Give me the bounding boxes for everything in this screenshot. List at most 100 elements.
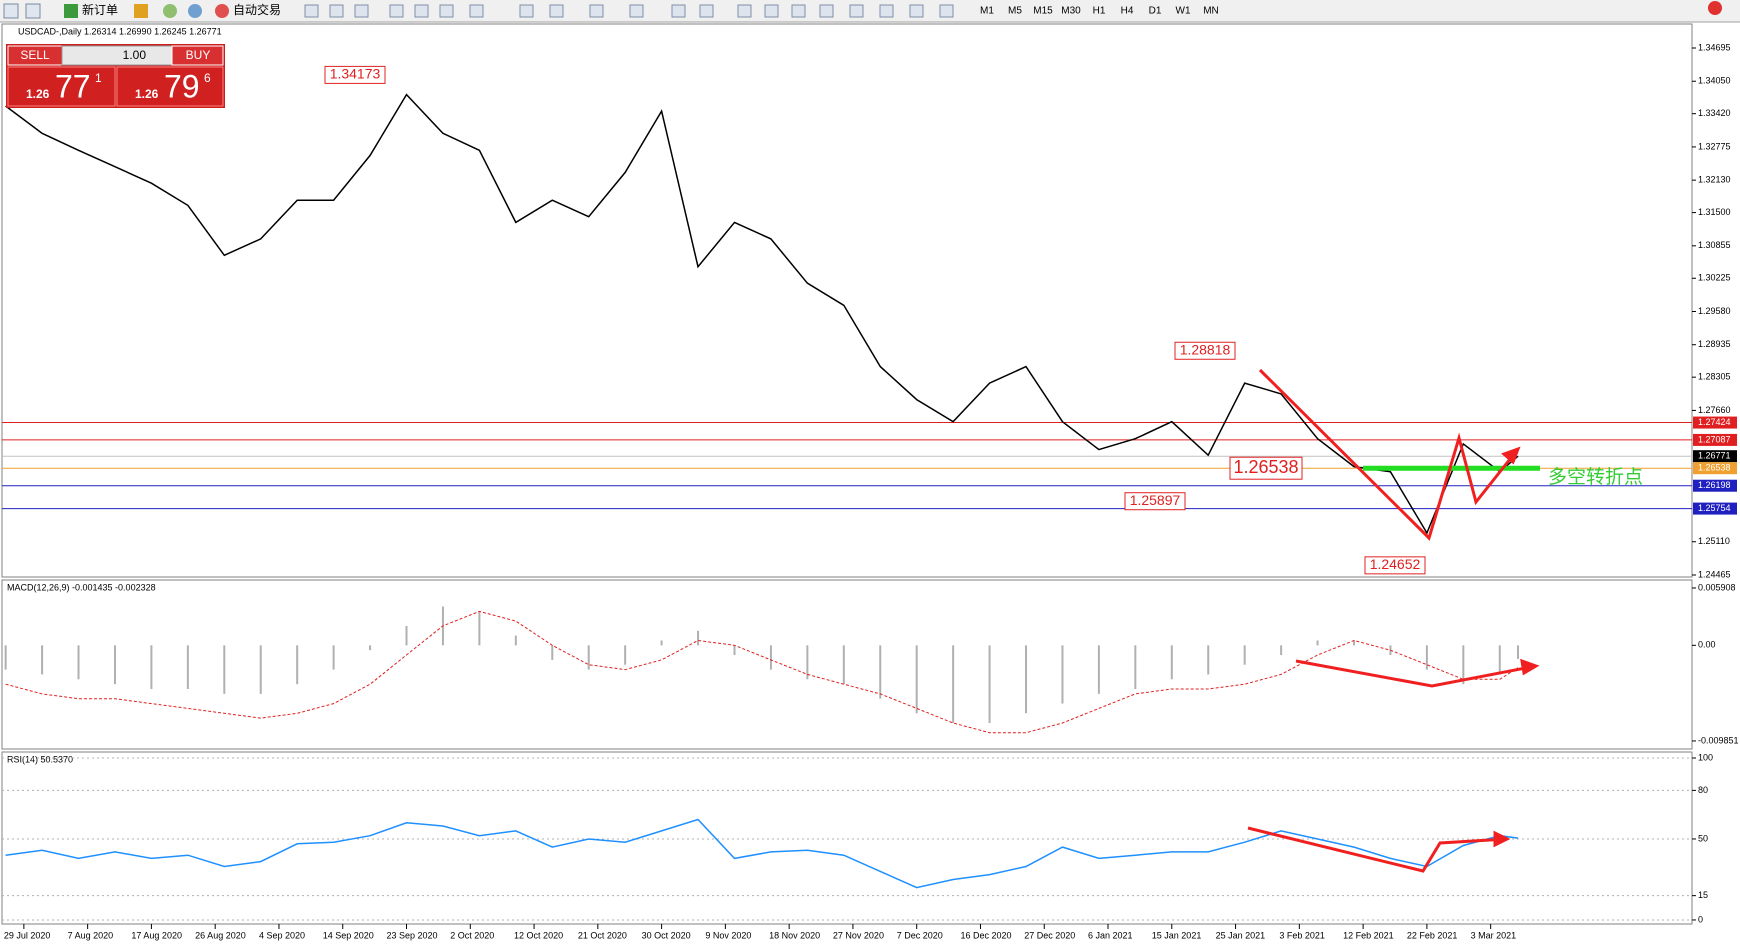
price-annotation: 1.24652 <box>1370 556 1421 572</box>
x-tick-label: 2 Oct 2020 <box>450 930 494 940</box>
autotrade-icon[interactable] <box>215 4 229 18</box>
period-button[interactable]: M5 <box>1008 6 1022 17</box>
y-tick-label: 1.32130 <box>1698 175 1731 185</box>
icon[interactable] <box>819 4 834 18</box>
period-button[interactable]: M30 <box>1061 6 1081 17</box>
icon[interactable] <box>439 4 454 18</box>
icon[interactable] <box>764 4 779 18</box>
y-tick-label: 15 <box>1698 890 1708 900</box>
x-tick-label: 14 Sep 2020 <box>323 930 374 940</box>
x-tick-label: 25 Jan 2021 <box>1216 930 1266 940</box>
icon[interactable] <box>134 4 148 18</box>
panel-title: RSI(14) 50.5370 <box>7 754 73 764</box>
period-button[interactable]: MN <box>1203 6 1219 17</box>
icon[interactable] <box>791 4 806 18</box>
price-annotation-box <box>324 65 386 84</box>
new-order-button[interactable]: 新订单 <box>82 2 118 17</box>
x-tick-label: 6 Jan 2021 <box>1088 930 1133 940</box>
icon[interactable] <box>163 4 177 18</box>
icon[interactable] <box>629 4 644 18</box>
icon[interactable] <box>329 4 344 18</box>
icon[interactable] <box>304 4 319 18</box>
panel-title: USDCAD-,Daily 1.26314 1.26990 1.26245 1.… <box>18 26 222 36</box>
icon[interactable] <box>469 4 484 18</box>
lots[interactable]: 1.00 <box>123 48 147 62</box>
period-button[interactable]: D1 <box>1149 6 1162 17</box>
icon[interactable] <box>939 4 954 18</box>
x-tick-label: 7 Dec 2020 <box>897 930 943 940</box>
x-tick-label: 23 Sep 2020 <box>387 930 438 940</box>
period-button[interactable]: W1 <box>1176 6 1191 17</box>
x-tick-label: 7 Aug 2020 <box>68 930 114 940</box>
icon[interactable] <box>354 4 369 18</box>
y-tick-label: 0.005908 <box>1698 582 1736 592</box>
y-tick-label: 1.32775 <box>1698 141 1731 151</box>
period-button[interactable]: H1 <box>1093 6 1106 17</box>
buy-label[interactable]: BUY <box>186 48 211 62</box>
lots-box[interactable] <box>61 45 173 66</box>
y-tick-label: 0.00 <box>1698 640 1716 650</box>
level-label: 1.26198 <box>1698 480 1731 490</box>
icon[interactable] <box>25 3 41 19</box>
price-line <box>5 93 1519 535</box>
x-tick-label: 26 Aug 2020 <box>195 930 246 940</box>
trade-panel: SELL 1.00 BUY 1.26 77 1 1.26 79 6 <box>6 44 225 108</box>
y-tick-label: 1.34050 <box>1698 76 1731 86</box>
icon[interactable] <box>699 4 714 18</box>
main-panel <box>1 23 1693 578</box>
x-tick-label: 16 Dec 2020 <box>960 930 1011 940</box>
x-tick-label: 30 Oct 2020 <box>642 930 691 940</box>
level-tag <box>1693 433 1737 446</box>
bid-box[interactable] <box>7 66 116 107</box>
price-annotation-box <box>1229 456 1303 480</box>
period-button[interactable]: M15 <box>1033 6 1053 17</box>
level-label: 1.26771 <box>1698 451 1731 461</box>
sell-label[interactable]: SELL <box>20 48 50 62</box>
period-button[interactable]: H4 <box>1121 6 1134 17</box>
y-tick-label: 1.30855 <box>1698 240 1731 250</box>
y-tick-label: 1.30225 <box>1698 273 1731 283</box>
icon[interactable] <box>389 4 404 18</box>
x-tick-label: 27 Dec 2020 <box>1024 930 1075 940</box>
icon[interactable] <box>519 4 534 18</box>
bid-big-figure: 1.26 <box>26 87 50 101</box>
price-annotation: 1.34173 <box>330 66 381 82</box>
y-tick-label: 100 <box>1698 752 1713 762</box>
icon[interactable] <box>909 4 924 18</box>
alert-icon[interactable] <box>1708 1 1722 15</box>
icon[interactable] <box>849 4 864 18</box>
macd-arrow <box>1295 659 1537 688</box>
icon[interactable] <box>737 4 752 18</box>
autotrade-button[interactable]: 自动交易 <box>233 2 281 17</box>
y-tick-label: 1.28935 <box>1698 339 1731 349</box>
ask-box[interactable] <box>116 66 224 107</box>
icon[interactable] <box>589 4 604 18</box>
toolbar-icons <box>304 4 954 18</box>
icon[interactable] <box>549 4 564 18</box>
level-label: 1.27087 <box>1698 434 1731 444</box>
new-order-icon[interactable] <box>64 4 78 18</box>
icon[interactable] <box>3 3 19 19</box>
period-button[interactable]: M1 <box>980 6 994 17</box>
price-annotation-box <box>1364 556 1426 575</box>
periods: M1 M5 M15 M30 H1 H4 D1 W1 MN <box>980 6 1219 17</box>
level-tag <box>1693 462 1737 475</box>
arrow-head <box>1493 830 1511 848</box>
level-label: 1.25754 <box>1698 503 1731 513</box>
y-tick-label: 1.25110 <box>1698 536 1730 546</box>
y-tick-label: 1.28305 <box>1698 372 1731 382</box>
icon[interactable] <box>879 4 894 18</box>
ask-fraction: 6 <box>204 71 211 85</box>
pivot-note: 多空转折点 <box>1548 466 1643 488</box>
icon[interactable] <box>414 4 429 18</box>
y-tick-label: 1.34695 <box>1698 42 1731 52</box>
icon[interactable] <box>671 4 686 18</box>
ask-big-figure: 1.26 <box>135 87 159 101</box>
buy-button[interactable] <box>171 45 224 66</box>
x-tick-label: 12 Feb 2021 <box>1343 930 1394 940</box>
icon[interactable] <box>188 4 202 18</box>
y-tick-label: 1.31500 <box>1698 207 1731 217</box>
x-tick-label: 9 Nov 2020 <box>705 930 751 940</box>
